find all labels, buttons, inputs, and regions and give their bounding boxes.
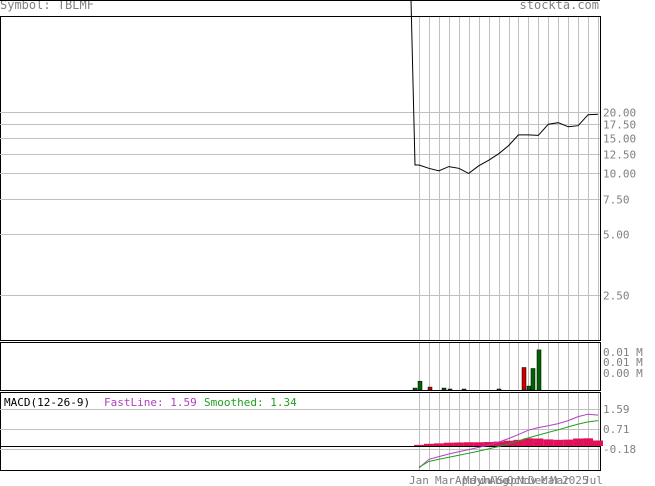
volume-bar — [496, 388, 502, 391]
volume-frame — [0, 342, 601, 391]
macd-histogram-bar — [513, 439, 524, 446]
x-tick-label: 2025 — [562, 474, 589, 486]
price-tick-label: 20.00 — [603, 107, 636, 120]
macd-histogram-bar — [414, 444, 424, 446]
volume-panel: 0.01 M0.01 M0.00 M — [412, 343, 643, 391]
volume-tick-label: 0.00 M — [603, 367, 643, 380]
macd-histogram-bar — [573, 438, 584, 446]
macd-fastline — [418, 413, 599, 469]
symbol-label: Symbol: TBLMF — [0, 0, 94, 12]
volume-bar — [412, 387, 418, 391]
x-tick-label: Oct — [507, 474, 527, 486]
x-tick-label: Apr — [455, 474, 475, 486]
x-axis: Jan Mar AprMayJunJulAugSepOctNovDecMarMar2… — [409, 474, 603, 486]
x-tick-label: Jan — [409, 474, 429, 486]
macd-histogram-bar — [423, 443, 434, 446]
macd-tick-label: -0.18 — [603, 443, 636, 456]
price-tick-label: 15.00 — [603, 133, 636, 146]
macd-tick-label: 1.59 — [603, 403, 630, 416]
x-tick-label: May — [463, 474, 483, 486]
x-tick-label: Nov — [517, 474, 537, 486]
x-tick-label: Sep — [497, 474, 517, 486]
volume-tick-label: 0.01 M — [603, 356, 643, 369]
volume-bar — [417, 380, 423, 391]
x-tick-label: Jul — [480, 474, 500, 486]
volume-bar — [427, 386, 433, 391]
macd-tick-label: 0.71 — [603, 423, 630, 436]
volume-bar — [526, 385, 532, 391]
volume-bar — [530, 368, 536, 391]
volume-bar — [447, 388, 453, 391]
macd-title: MACD(12-26-9) — [4, 396, 90, 409]
price-tick-label: 5.00 — [603, 229, 630, 242]
macd-histogram-bar — [483, 442, 494, 446]
price-tick-label: 17.50 — [603, 119, 636, 132]
x-tick-label: Dec — [528, 474, 548, 486]
x-tick-label: Mar — [550, 474, 570, 486]
price-frame — [0, 16, 601, 341]
volume-bar — [536, 349, 542, 391]
x-tick-label: Aug — [489, 474, 509, 486]
macd-histogram-bar — [493, 441, 504, 446]
price-tick-label: 2.50 — [603, 290, 630, 303]
volume-bar — [461, 388, 467, 391]
macd-histogram-bar — [583, 438, 594, 446]
macd-frame — [0, 392, 601, 471]
macd-histogram-bar — [523, 438, 534, 446]
macd-histogram-bar — [463, 442, 474, 446]
macd-histogram-bar — [543, 439, 554, 446]
macd-smoothed-line — [418, 420, 599, 468]
macd-histogram-bar — [443, 442, 454, 446]
macd-histogram-bar — [563, 439, 574, 446]
macd-histogram-bar — [433, 443, 444, 446]
volume-tick-label: 0.01 M — [603, 346, 643, 359]
macd-histogram-bar — [533, 438, 544, 446]
site-label[interactable]: stockta.com — [519, 0, 599, 12]
macd-histogram-bar — [553, 439, 564, 446]
macd-histogram-bar — [593, 440, 603, 446]
macd-histogram-bar — [473, 442, 484, 446]
price-tick-label: 7.50 — [603, 194, 630, 207]
macd-panel: MACD(12-26-9) FastLine: 1.59 Smoothed: 1… — [0, 393, 636, 470]
volume-bar — [441, 387, 447, 391]
macd-fastline-label: FastLine: 1.59 — [104, 396, 197, 409]
x-tick-label: Jun — [471, 474, 491, 486]
macd-histogram-bar — [453, 442, 464, 446]
price-tick-label: 10.00 — [603, 168, 636, 181]
x-tick-label: Mar — [435, 474, 455, 486]
x-tick-label: Mar — [541, 474, 561, 486]
macd-smoothed-label: Smoothed: 1.34 — [204, 396, 297, 409]
price-line — [410, 0, 599, 174]
price-tick-label: 12.50 — [603, 149, 636, 162]
macd-histogram-bar — [503, 440, 514, 446]
volume-bar — [521, 367, 527, 391]
x-tick-label: Jul — [583, 474, 603, 486]
